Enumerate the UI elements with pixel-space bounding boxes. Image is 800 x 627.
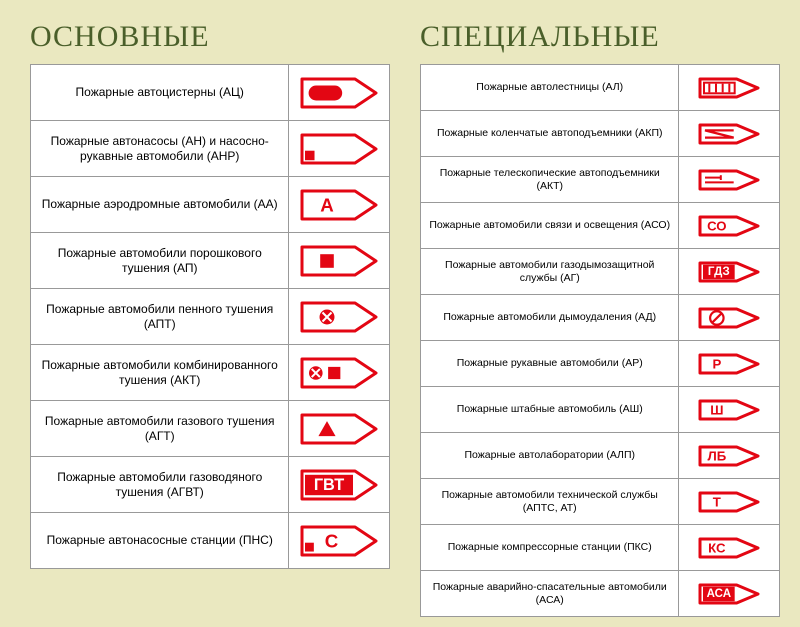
vehicle-symbol-nosmoking [679,295,780,341]
vehicle-symbol-small-square-left-text: С [289,513,390,569]
vehicle-symbol-text: ГДЗ [679,249,780,295]
svg-text:А: А [320,194,334,215]
svg-text:КС: КС [708,540,726,555]
table-row: Пожарные рукавные автомобили (АР) Р [421,341,780,387]
table-row: Пожарные автомобили дымоудаления (АД) [421,295,780,341]
table-row: Пожарные автомобили газодымозащитной слу… [421,249,780,295]
vehicle-description: Пожарные штабные автомобиль (АШ) [421,387,679,433]
vehicle-symbol-text: АСА [679,571,780,617]
vehicle-symbol-square-filled-center [289,233,390,289]
vehicle-symbol-text: Т [679,479,780,525]
table-row: Пожарные телескопические автоподъемники … [421,157,780,203]
vehicle-description: Пожарные аварийно-спасательные автомобил… [421,571,679,617]
table-row: Пожарные аэродромные автомобили (АА) А [31,177,390,233]
svg-text:СО: СО [707,218,726,233]
table-row: Пожарные компрессорные станции (ПКС) КС [421,525,780,571]
vehicle-description: Пожарные автомобили технической службы (… [421,479,679,525]
svg-text:ГВТ: ГВТ [314,476,344,494]
vehicle-description: Пожарные автомобили комбинированного туш… [31,345,289,401]
table-row: Пожарные автомобили газового тушения (АГ… [31,401,390,457]
vehicle-description: Пожарные автомобили газоводяного тушения… [31,457,289,513]
svg-text:Т: Т [713,494,721,509]
vehicle-description: Пожарные компрессорные станции (ПКС) [421,525,679,571]
vehicle-symbol-circle-x-plus-square [289,345,390,401]
table-row: Пожарные коленчатые автоподъемники (АКП) [421,111,780,157]
vehicle-symbol-small-square-left [289,121,390,177]
vehicle-description: Пожарные автоцистерны (АЦ) [31,65,289,121]
svg-text:ЛБ: ЛБ [708,448,727,463]
vehicle-description: Пожарные телескопические автоподъемники … [421,157,679,203]
vehicle-description: Пожарные автомобили связи и освещения (А… [421,203,679,249]
heading-main: ОСНОВНЫЕ [30,20,390,54]
table-row: Пожарные аварийно-спасательные автомобил… [421,571,780,617]
vehicle-symbol-text: ГВТ [289,457,390,513]
svg-text:С: С [325,530,339,551]
vehicle-description: Пожарные рукавные автомобили (АР) [421,341,679,387]
table-row: Пожарные автоцистерны (АЦ) [31,65,390,121]
vehicle-description: Пожарные автомобили пенного тушения (АПТ… [31,289,289,345]
table-row: Пожарные автомобили газоводяного тушения… [31,457,390,513]
special-vehicles-table: Пожарные автолестницы (АЛ)Пожарные колен… [420,64,780,617]
vehicle-symbol-text: А [289,177,390,233]
table-row: Пожарные автолаборатории (АЛП) ЛБ [421,433,780,479]
vehicle-description: Пожарные аэродромные автомобили (АА) [31,177,289,233]
vehicle-description: Пожарные автолестницы (АЛ) [421,65,679,111]
table-row: Пожарные автолестницы (АЛ) [421,65,780,111]
svg-text:Р: Р [713,356,722,371]
vehicle-description: Пожарные автолаборатории (АЛП) [421,433,679,479]
vehicle-description: Пожарные автонасосные станции (ПНС) [31,513,289,569]
vehicle-symbol-text: СО [679,203,780,249]
heading-special: СПЕЦИАЛЬНЫЕ [420,20,780,54]
vehicle-symbol-text: Ш [679,387,780,433]
vehicle-symbol-circle-x [289,289,390,345]
vehicle-symbol-text: ЛБ [679,433,780,479]
vehicle-symbol-ladder [679,65,780,111]
vehicle-description: Пожарные автомобили газодымозащитной слу… [421,249,679,295]
table-row: Пожарные автомобили пенного тушения (АПТ… [31,289,390,345]
table-row: Пожарные штабные автомобиль (АШ) Ш [421,387,780,433]
svg-text:ГДЗ: ГДЗ [708,266,730,278]
vehicle-symbol-zigzag [679,111,780,157]
table-row: Пожарные автомобили связи и освещения (А… [421,203,780,249]
table-row: Пожарные автомобили комбинированного туш… [31,345,390,401]
vehicle-symbol-text: КС [679,525,780,571]
vehicle-description: Пожарные автонасосы (АН) и насосно-рукав… [31,121,289,177]
vehicle-description: Пожарные автомобили порошкового тушения … [31,233,289,289]
table-row: Пожарные автонасосы (АН) и насосно-рукав… [31,121,390,177]
vehicle-description: Пожарные автомобили дымоудаления (АД) [421,295,679,341]
svg-text:АСА: АСА [707,588,732,600]
vehicle-symbol-text: Р [679,341,780,387]
vehicle-symbol-rounded-rect-filled [289,65,390,121]
main-vehicles-table: Пожарные автоцистерны (АЦ)Пожарные автон… [30,64,390,569]
vehicle-description: Пожарные автомобили газового тушения (АГ… [31,401,289,457]
table-row: Пожарные автонасосные станции (ПНС) С [31,513,390,569]
vehicle-description: Пожарные коленчатые автоподъемники (АКП) [421,111,679,157]
svg-text:Ш: Ш [710,402,723,417]
table-row: Пожарные автомобили порошкового тушения … [31,233,390,289]
table-row: Пожарные автомобили технической службы (… [421,479,780,525]
vehicle-symbol-triangle-filled [289,401,390,457]
vehicle-symbol-telescopic [679,157,780,203]
